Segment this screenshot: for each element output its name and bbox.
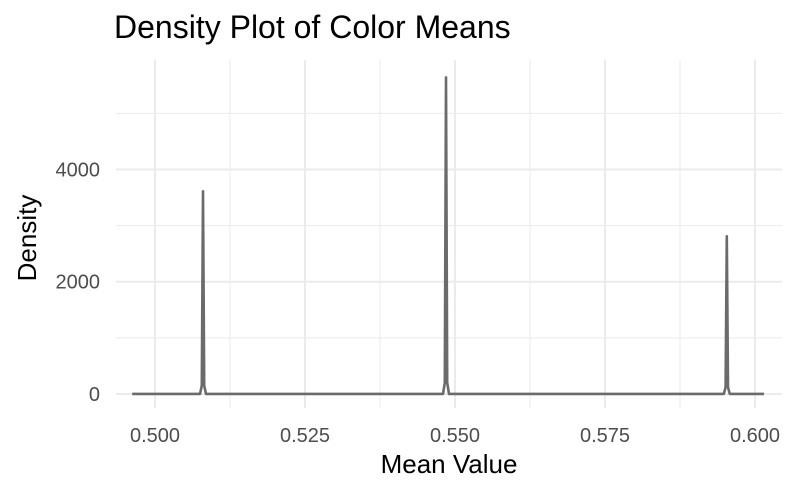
x-tick-label: 0.500 bbox=[130, 425, 180, 447]
grid-minor-lines bbox=[116, 60, 782, 408]
x-tick-labels: 0.500 0.525 0.550 0.575 0.600 bbox=[130, 425, 780, 447]
y-tick-label: 2000 bbox=[56, 272, 101, 294]
grid-major-lines bbox=[116, 60, 782, 408]
x-tick-label: 0.550 bbox=[430, 425, 480, 447]
x-tick-label: 0.525 bbox=[280, 425, 330, 447]
y-tick-label: 4000 bbox=[56, 159, 101, 181]
chart-title: Density Plot of Color Means bbox=[114, 9, 511, 45]
x-axis-title: Mean Value bbox=[381, 449, 518, 479]
series-layer bbox=[132, 76, 764, 396]
x-tick-label: 0.575 bbox=[580, 425, 630, 447]
y-tick-label: 0 bbox=[89, 384, 100, 406]
y-axis-title: Density bbox=[12, 195, 42, 282]
x-tick-label: 0.600 bbox=[730, 425, 780, 447]
density-line bbox=[132, 76, 764, 396]
y-tick-labels: 0 2000 4000 bbox=[56, 159, 101, 406]
